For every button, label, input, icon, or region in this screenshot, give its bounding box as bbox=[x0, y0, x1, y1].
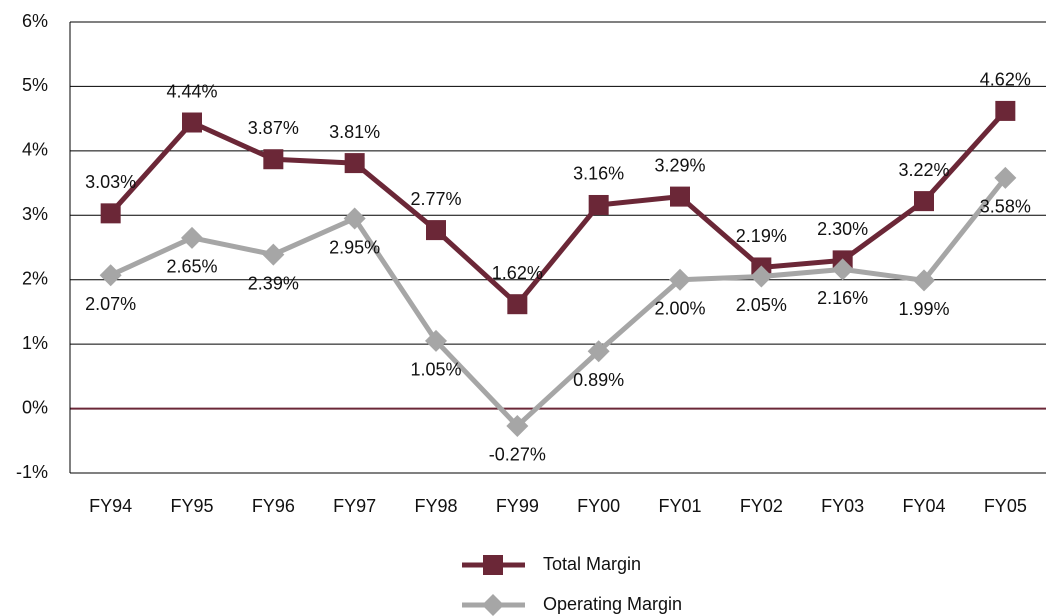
data-label: 3.03% bbox=[85, 172, 136, 192]
x-tick-label: FY96 bbox=[252, 496, 295, 516]
series-line bbox=[109, 176, 1008, 429]
data-label: 3.87% bbox=[248, 118, 299, 138]
series-line bbox=[108, 109, 1008, 307]
data-label: 0.89% bbox=[573, 370, 624, 390]
data-label: 2.95% bbox=[329, 237, 380, 257]
data-label: 1.99% bbox=[898, 299, 949, 319]
data-label: 2.05% bbox=[736, 295, 787, 315]
point-marker bbox=[426, 220, 446, 241]
legend-marker bbox=[483, 555, 503, 575]
x-tick-label: FY97 bbox=[333, 496, 376, 516]
data-label: 2.39% bbox=[248, 273, 299, 293]
point-marker bbox=[506, 414, 529, 437]
data-label: 2.30% bbox=[817, 219, 868, 239]
x-tick-label: FY03 bbox=[821, 496, 864, 516]
point-marker bbox=[994, 166, 1017, 189]
point-marker bbox=[507, 294, 528, 315]
data-label: -0.27% bbox=[489, 445, 546, 465]
x-tick-label: FY98 bbox=[414, 496, 457, 516]
point-marker bbox=[99, 264, 122, 287]
data-label: 2.19% bbox=[736, 226, 787, 246]
data-label: 2.07% bbox=[85, 294, 136, 314]
data-label: 3.16% bbox=[573, 164, 624, 184]
point-marker bbox=[750, 265, 773, 288]
point-marker bbox=[262, 243, 285, 266]
point-marker bbox=[831, 258, 854, 281]
y-tick-label: 4% bbox=[22, 140, 48, 160]
point-marker bbox=[344, 153, 365, 174]
data-label: 2.16% bbox=[817, 288, 868, 308]
point-marker bbox=[914, 191, 934, 212]
point-marker bbox=[669, 268, 691, 291]
point-marker bbox=[425, 329, 447, 352]
point-marker bbox=[181, 226, 203, 249]
point-marker bbox=[670, 186, 690, 207]
data-label: 2.77% bbox=[410, 189, 461, 209]
data-label: 3.81% bbox=[329, 122, 380, 142]
data-label: 1.62% bbox=[492, 263, 543, 283]
legend-label: Operating Margin bbox=[543, 594, 682, 614]
y-tick-label: 3% bbox=[22, 204, 48, 224]
x-tick-label: FY00 bbox=[577, 496, 620, 516]
point-marker bbox=[587, 340, 610, 363]
point-marker bbox=[995, 100, 1016, 121]
y-tick-label: 2% bbox=[22, 268, 48, 288]
data-label: 2.00% bbox=[654, 298, 705, 318]
x-tick-label: FY02 bbox=[740, 496, 783, 516]
x-tick-label: FY05 bbox=[984, 496, 1027, 516]
data-label: 2.65% bbox=[166, 257, 217, 277]
x-tick-label: FY99 bbox=[496, 496, 539, 516]
point-marker bbox=[588, 194, 609, 215]
x-tick-label: FY01 bbox=[658, 496, 701, 516]
data-label: 4.62% bbox=[980, 70, 1031, 90]
legend-label: Total Margin bbox=[543, 554, 641, 574]
y-tick-label: 5% bbox=[22, 75, 48, 95]
point-marker bbox=[343, 207, 366, 230]
x-tick-label: FY95 bbox=[170, 496, 213, 516]
x-tick-label: FY94 bbox=[89, 496, 132, 516]
data-label: 3.29% bbox=[654, 155, 705, 175]
y-tick-label: 1% bbox=[22, 333, 48, 353]
y-tick-label: 0% bbox=[22, 397, 48, 417]
point-marker bbox=[913, 269, 935, 292]
data-label: 1.05% bbox=[410, 360, 461, 380]
point-marker bbox=[182, 112, 202, 133]
x-tick-label: FY04 bbox=[902, 496, 945, 516]
data-label: 3.22% bbox=[898, 160, 949, 180]
point-marker bbox=[263, 149, 284, 170]
y-tick-label: -1% bbox=[16, 462, 48, 482]
legend-marker bbox=[482, 594, 504, 616]
data-label: 4.44% bbox=[166, 81, 217, 101]
data-label: 3.58% bbox=[980, 197, 1031, 217]
y-tick-label: 6% bbox=[22, 11, 48, 31]
point-marker bbox=[100, 203, 121, 224]
